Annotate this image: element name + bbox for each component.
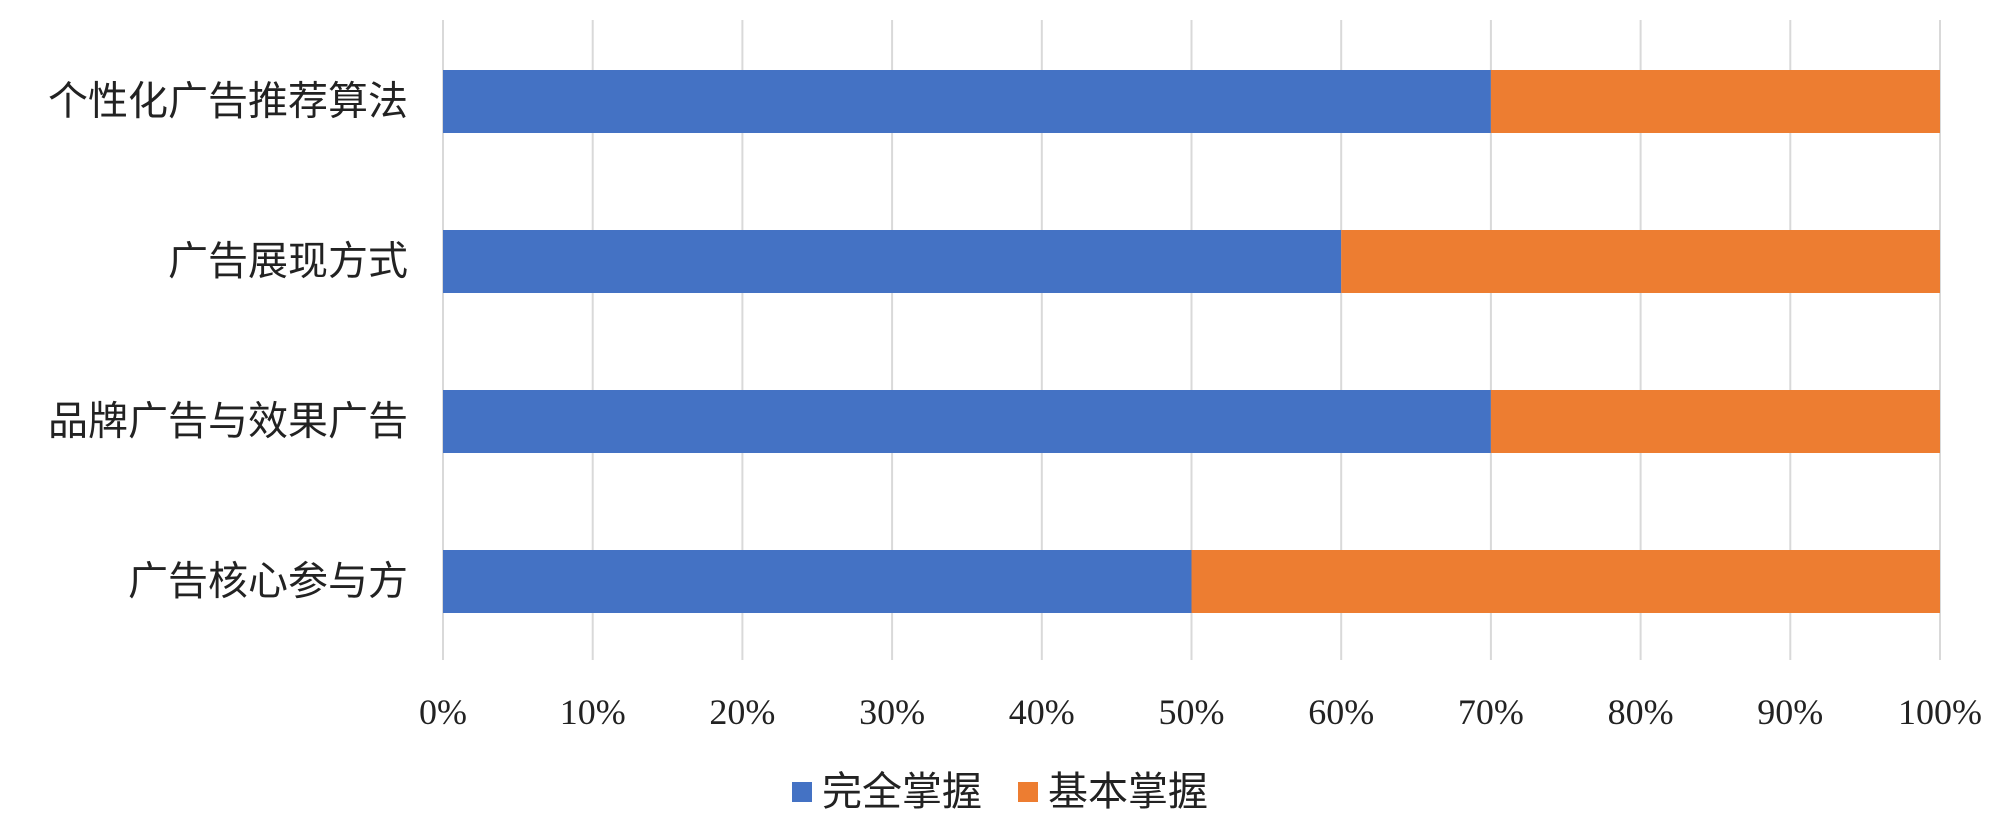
legend: 完全掌握 基本掌握 — [792, 769, 1208, 815]
x-tick-label-7: 70% — [1458, 692, 1524, 732]
bars — [443, 70, 1940, 613]
category-label-3: 广告核心参与方 — [128, 559, 408, 605]
x-tick-label-9: 90% — [1757, 692, 1823, 732]
legend-swatch-fully-mastered — [792, 782, 812, 802]
x-tick-label-6: 60% — [1308, 692, 1374, 732]
bar-basically-mastered-1 — [1341, 230, 1940, 293]
bar-basically-mastered-3 — [1191, 550, 1940, 613]
x-tick-label-3: 30% — [859, 692, 925, 732]
category-label-1: 广告展现方式 — [168, 239, 408, 285]
legend-label-fully-mastered: 完全掌握 — [822, 769, 982, 815]
x-tick-label-10: 100% — [1898, 692, 1982, 732]
legend-swatch-basically-mastered — [1018, 782, 1038, 802]
category-label-2: 品牌广告与效果广告 — [48, 399, 408, 445]
bar-basically-mastered-2 — [1490, 390, 1940, 453]
x-tick-label-1: 10% — [560, 692, 626, 732]
x-tick-label-0: 0% — [419, 692, 467, 732]
legend-label-basically-mastered: 基本掌握 — [1048, 769, 1208, 815]
x-tick-label-4: 40% — [1009, 692, 1075, 732]
x-axis-tick-labels: 0% 10% 20% 30% 40% 50% 60% 70% 80% 90% 100% — [419, 692, 1982, 732]
x-tick-label-2: 20% — [709, 692, 775, 732]
x-tick-label-8: 80% — [1608, 692, 1674, 732]
category-label-0: 个性化广告推荐算法 — [48, 79, 408, 125]
x-tick-label-5: 50% — [1159, 692, 1225, 732]
bar-fully-mastered-3 — [443, 550, 1192, 613]
bar-fully-mastered-1 — [443, 230, 1342, 293]
bar-basically-mastered-0 — [1490, 70, 1940, 133]
bar-fully-mastered-0 — [443, 70, 1491, 133]
bar-fully-mastered-2 — [443, 390, 1491, 453]
